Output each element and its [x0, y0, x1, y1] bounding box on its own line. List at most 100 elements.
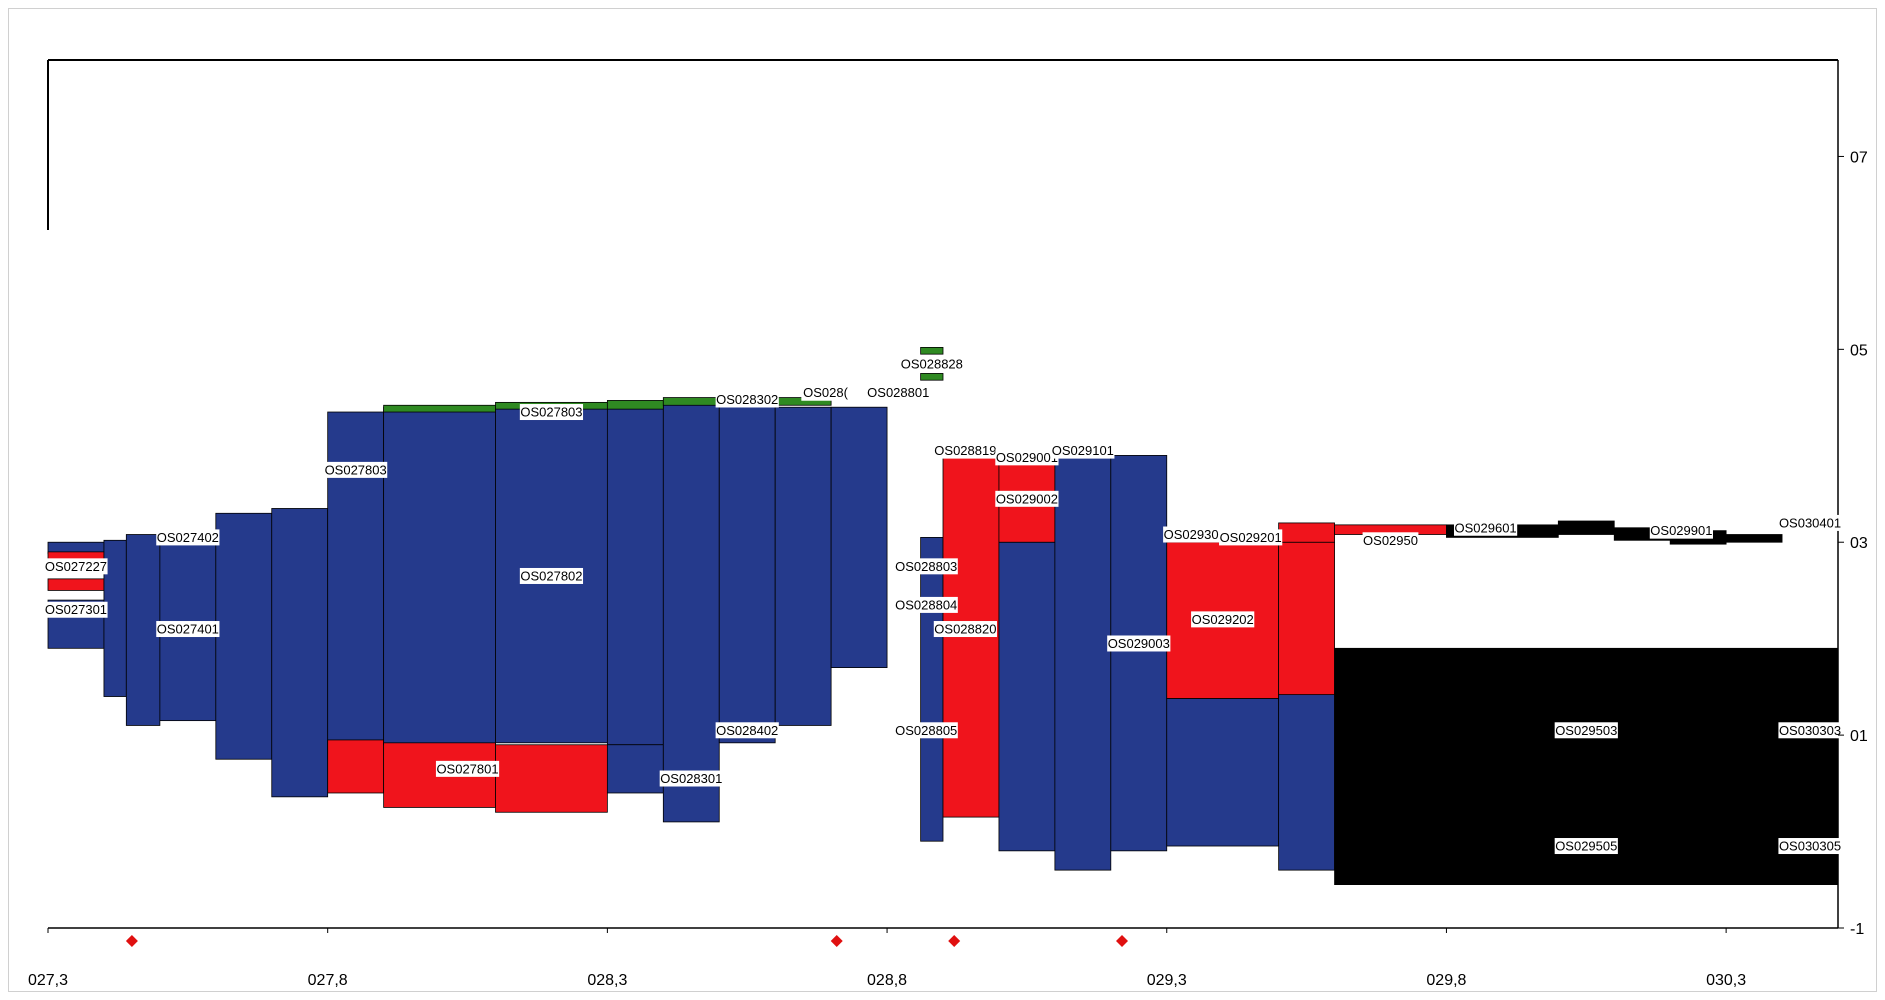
- segment-label-group: OS027401: [156, 621, 220, 638]
- segment-label-group: OS028828: [900, 355, 964, 372]
- segment-label-bg: [866, 384, 930, 401]
- page-frame: [8, 8, 1877, 992]
- segment-label: OS029901: [1650, 523, 1712, 538]
- segment-blue-29: [998, 541, 1056, 852]
- segment-label-bg: [1778, 514, 1842, 531]
- segment-label-group: OS029302: [1163, 526, 1227, 543]
- segment-label: OS028803: [895, 559, 957, 574]
- segment-label: OS029101: [1052, 443, 1114, 458]
- segment-blue-15: [606, 401, 664, 746]
- segment-label-bg: [995, 449, 1059, 466]
- segment-label: OS030303: [1779, 723, 1841, 738]
- segment-label-bg: [1219, 529, 1283, 546]
- segment-label-group: OS027227: [44, 558, 108, 575]
- segment-red-36: [1278, 541, 1335, 696]
- segment-label-bg: [519, 404, 584, 421]
- segment-label-bg: [894, 596, 958, 613]
- segment-label-bg: [156, 621, 220, 638]
- y-tick-label: 07: [1850, 149, 1868, 166]
- segment-label-bg: [1051, 442, 1115, 459]
- segment-blue-27: [920, 537, 944, 842]
- segment-label-bg: [1649, 522, 1713, 539]
- segment-green-21: [383, 404, 496, 413]
- segment-label: OS028302: [716, 392, 778, 407]
- y-tick-label: 05: [1850, 342, 1868, 359]
- segment-label-bg: [894, 722, 958, 739]
- x-tick-label: 027,3: [28, 972, 68, 989]
- segment-blue-35: [1278, 694, 1335, 871]
- y-tick-label: 03: [1850, 535, 1868, 552]
- segment-label-group: OS028(: [801, 384, 850, 401]
- segment-label-bg: [894, 558, 958, 575]
- segment-blue-31: [1054, 455, 1112, 871]
- segment-label-group: OS030305: [1778, 838, 1842, 855]
- segment-label-group: OS028820: [933, 621, 997, 638]
- segment-label-bg: [1107, 635, 1171, 652]
- segment-blue-8: [271, 508, 329, 798]
- segment-label-bg: [715, 722, 779, 739]
- x-tick-label: 027,8: [308, 972, 348, 989]
- segment-label-group: OS027402: [156, 529, 220, 546]
- segment-label: OS028805: [895, 723, 957, 738]
- segment-label-group: OS029601: [1453, 519, 1518, 536]
- event-marker: [830, 935, 843, 947]
- segment-label-bg: [156, 529, 220, 546]
- segment-label-group: OS030401: [1778, 514, 1842, 531]
- segment-label-group: OS029202: [1191, 611, 1255, 628]
- segment-label-group: OS028804: [894, 596, 958, 613]
- segment-label-bg: [1778, 722, 1842, 739]
- segment-blue-19: [774, 406, 832, 726]
- segment-green-23: [606, 400, 664, 410]
- segment-layer: [47, 347, 1839, 885]
- segment-label: OS028(: [803, 385, 848, 400]
- segment-label-bg: [44, 601, 108, 618]
- x-tick-label: 028,8: [867, 972, 907, 989]
- segment-label-bg: [933, 442, 997, 459]
- segment-red-10: [327, 739, 385, 794]
- segment-label-bg: [1554, 722, 1618, 739]
- segment-label-group: OS028805: [894, 722, 958, 739]
- segment-label-group: OS028801: [866, 384, 930, 401]
- segment-label-group: OS027801: [435, 760, 500, 777]
- segment-label-group: OS029201: [1219, 529, 1283, 546]
- marker-layer: [125, 935, 1128, 947]
- segment-blue-17: [662, 401, 720, 823]
- segment-blue-7: [215, 512, 273, 760]
- x-tick-label: 029,8: [1426, 972, 1466, 989]
- segment-label: OS027402: [157, 530, 219, 545]
- segment-label-group: OS029503: [1554, 722, 1618, 739]
- segment-label-bg: [519, 567, 584, 584]
- segment-label-group: OS029101: [1051, 442, 1115, 459]
- segment-label-group: OS027803: [324, 461, 388, 478]
- segment-label: OS029001: [996, 450, 1058, 465]
- segment-label: OS028819: [934, 443, 996, 458]
- y-tick-label: -1: [1850, 921, 1864, 938]
- segment-label: OS027401: [157, 622, 219, 637]
- segment-label: OS027227: [45, 559, 107, 574]
- segment-label-bg: [1362, 532, 1419, 549]
- segment-label-group: OS027803: [519, 404, 584, 421]
- segment-label-bg: [324, 461, 388, 478]
- segment-label: OS029302: [1164, 527, 1226, 542]
- segment-label: OS028828: [901, 356, 963, 371]
- segment-label-group: OS028302: [715, 391, 779, 408]
- segment-blue-11: [383, 406, 496, 746]
- segment-red-37: [1278, 522, 1335, 543]
- plot-frame: [47, 59, 1839, 929]
- segment-label: OS028301: [660, 771, 722, 786]
- segment-label: OS027801: [436, 761, 498, 776]
- segment-label-group: OS030303: [1778, 722, 1842, 739]
- segment-blue-13: [495, 406, 608, 744]
- segment-label: OS028801: [867, 385, 929, 400]
- segment-label: OS027802: [520, 568, 582, 583]
- segment-label-bg: [44, 558, 108, 575]
- segment-label-bg: [1554, 838, 1618, 855]
- segment-blue-33: [1166, 698, 1280, 847]
- segment-label: OS02950: [1363, 533, 1418, 548]
- segment-label-group: OS028301: [659, 770, 723, 787]
- event-marker: [125, 935, 138, 947]
- segment-label-group: OS029001: [995, 449, 1059, 466]
- segment-label: OS029201: [1220, 530, 1282, 545]
- segment-label-group: OS029003: [1107, 635, 1171, 652]
- segment-label-bg: [1453, 519, 1518, 536]
